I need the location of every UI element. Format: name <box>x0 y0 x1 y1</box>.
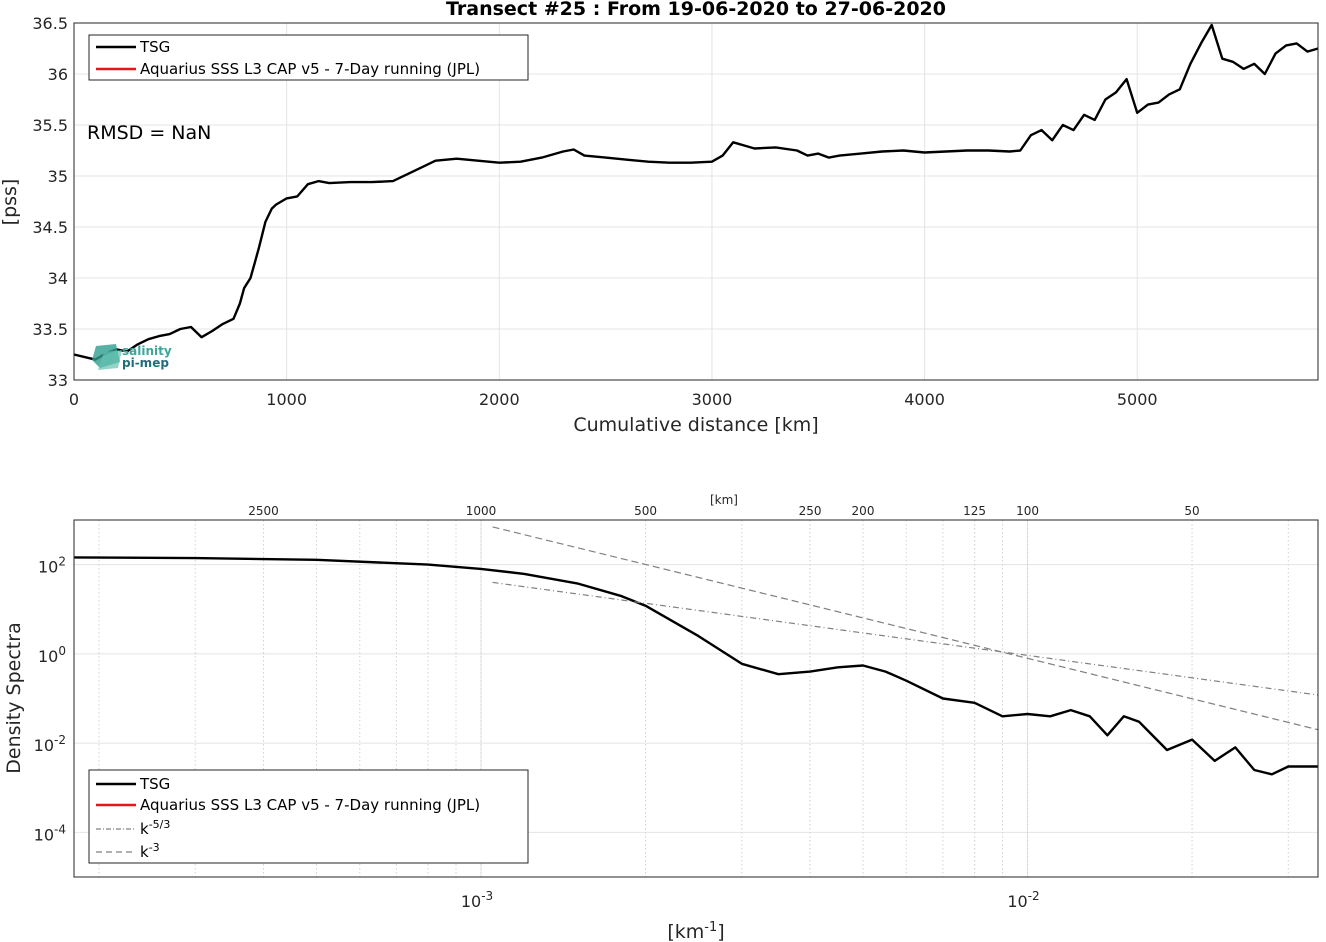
top-tick-labels: 0 1000 2000 3000 4000 5000 33 33.5 34 34.5 35 35.5 3… <box>32 14 1157 409</box>
legend-label-aquarius-2: Aquarius SSS L3 CAP v5 - 7-Day running (… <box>140 796 480 814</box>
km-tick-label: 1000 <box>466 504 497 518</box>
top-ytick-label: 33.5 <box>32 320 68 339</box>
series-line-tsg <box>73 23 1319 361</box>
bottom-legend: TSG Aquarius SSS L3 CAP v5 - 7-Day runni… <box>88 769 529 864</box>
top-axes-box <box>73 22 1319 381</box>
top-xlabel: Cumulative distance [km] <box>573 414 818 436</box>
rmsd-annotation: RMSD = NaN <box>87 122 211 144</box>
top-ytick-label: 35.5 <box>32 116 68 135</box>
top-plot: Transect #25 : From 19-06-2020 to 27-06-… <box>0 0 1319 436</box>
top-xtick-label: 3000 <box>692 390 733 409</box>
logo-text-salinity: salinity <box>122 344 172 358</box>
bottom-ylabel: Density Spectra <box>3 622 25 773</box>
top-ytick-label: 34 <box>48 269 68 288</box>
km-tick-label: 250 <box>799 504 822 518</box>
km-tick-label: 125 <box>963 504 986 518</box>
series-line-k-5-3 <box>492 581 1319 696</box>
km-tick-label: 100 <box>1016 504 1039 518</box>
bottom-ytick-label: 100 <box>38 644 66 666</box>
bottom-legend-box <box>88 769 529 864</box>
km-tick-label: 500 <box>634 504 657 518</box>
km-tick-label: 2500 <box>248 504 279 518</box>
top-xtick-label: 1000 <box>266 390 307 409</box>
top-xtick-label: 5000 <box>1117 390 1158 409</box>
series-line-k-3 <box>492 526 1319 731</box>
bottom-ytick-label: 102 <box>38 555 66 577</box>
bottom-xlabel: [km-1] <box>667 920 724 942</box>
top-ytick-label: 35 <box>48 167 68 186</box>
bottom-xtick-label: 10-2 <box>1007 889 1039 911</box>
legend-label-aquarius: Aquarius SSS L3 CAP v5 - 7-Day running (… <box>140 60 480 78</box>
bottom-ytick-label: 10-2 <box>34 733 66 755</box>
km-tick-label: 50 <box>1184 504 1199 518</box>
bottom-series <box>73 526 1319 776</box>
top-ytick-label: 36.5 <box>32 14 68 33</box>
top-ylabel: [pss] <box>0 179 21 226</box>
top-ytick-label: 34.5 <box>32 218 68 237</box>
logo-text-pi-mep: pi-mep <box>122 356 169 370</box>
top-axis-km-label: [km] <box>710 493 738 507</box>
bottom-plot: 25001000500250200125100502510-310-210-41… <box>3 493 1319 942</box>
top-ytick-label: 33 <box>48 371 68 390</box>
top-title: Transect #25 : From 19-06-2020 to 27-06-… <box>446 0 946 20</box>
bottom-xtick-label: 10-3 <box>461 889 493 911</box>
top-xtick-label: 4000 <box>904 390 945 409</box>
top-ytick-label: 36 <box>48 65 68 84</box>
legend-label-tsg-2: TSG <box>139 775 170 793</box>
legend-label-tsg: TSG <box>139 38 170 56</box>
top-legend-box <box>88 34 529 81</box>
bottom-ytick-label: 10-4 <box>34 822 66 844</box>
km-tick-label: 200 <box>852 504 875 518</box>
salinity-pi-mep-logo: salinity pi-mep <box>92 344 172 370</box>
top-xtick-label: 0 <box>69 390 79 409</box>
top-legend: TSG Aquarius SSS L3 CAP v5 - 7-Day runni… <box>88 34 529 81</box>
bottom-axes-box <box>73 519 1319 878</box>
series-line-tsg-spectrum <box>73 556 1318 776</box>
top-xtick-label: 2000 <box>479 390 520 409</box>
